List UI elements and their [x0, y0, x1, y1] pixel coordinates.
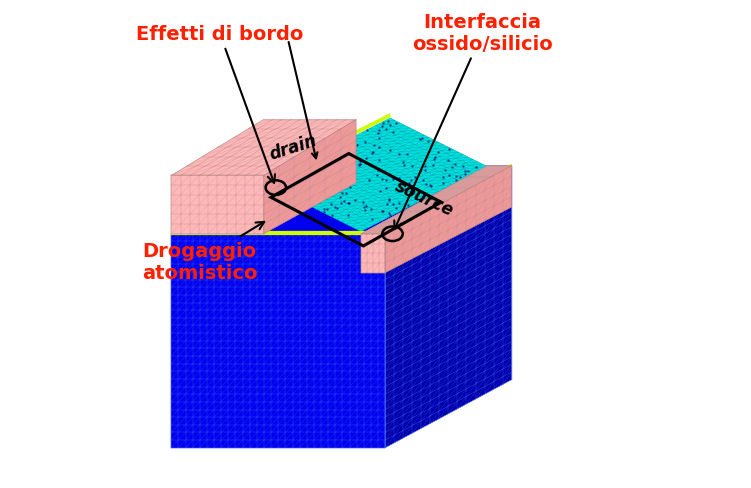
Polygon shape	[385, 166, 511, 448]
Polygon shape	[264, 114, 390, 182]
Polygon shape	[361, 166, 511, 234]
Polygon shape	[264, 120, 356, 234]
Text: drain: drain	[267, 131, 319, 163]
Polygon shape	[171, 166, 511, 234]
Polygon shape	[385, 166, 511, 273]
Polygon shape	[264, 119, 487, 232]
Polygon shape	[171, 120, 356, 176]
Text: Interfaccia
ossido/silicio: Interfaccia ossido/silicio	[394, 13, 553, 230]
Polygon shape	[171, 176, 264, 234]
Text: Drogaggio
atomistico: Drogaggio atomistico	[142, 223, 264, 282]
Polygon shape	[171, 234, 385, 448]
Polygon shape	[361, 234, 385, 273]
Text: source: source	[392, 177, 457, 219]
Polygon shape	[385, 164, 511, 235]
Polygon shape	[171, 231, 385, 235]
Text: Effetti di bordo: Effetti di bordo	[136, 25, 303, 183]
